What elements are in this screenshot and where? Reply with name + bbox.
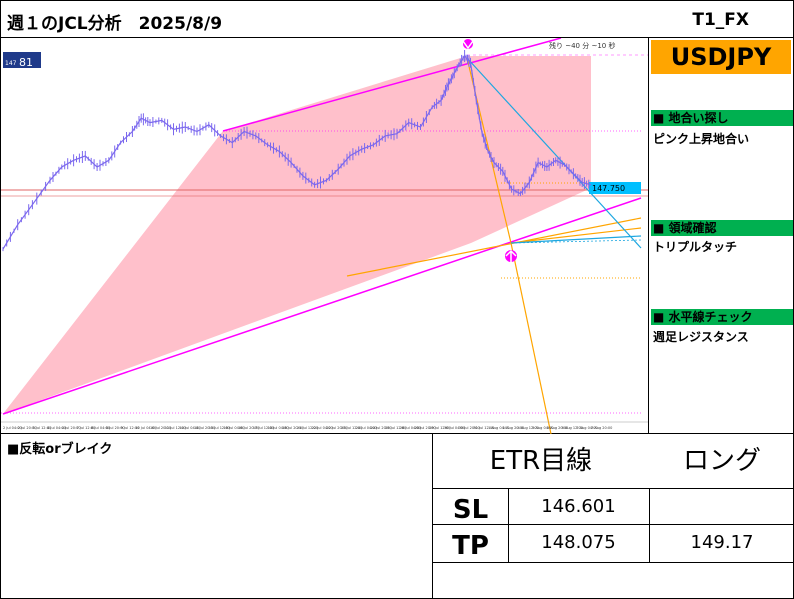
x-tick-label: 8 Jul 20:00: [106, 426, 125, 430]
price-chart: 2 Jul 04:00 2 Jul 20:00 3 Jul 12:00 4 Jul 0…: [0, 38, 649, 434]
row-extra-tp: 149.17: [690, 532, 754, 553]
page-title: 週１のJCL分析 2025/8/9: [7, 14, 223, 34]
trade-table: ETR目線 ロング SL 146.601 TP 148.075 149.17: [432, 434, 794, 599]
section-heading-3: ■ 水平線チェック: [651, 309, 793, 325]
x-tick-label: 18 Jul 20:00: [282, 426, 303, 430]
channel-lower-line: [2, 197, 642, 415]
x-tick-label: 24 Jul 20:00: [371, 426, 392, 430]
chart-svg: 2 Jul 04:002 Jul 20:003 Jul 12:004 Jul 0…: [1, 38, 649, 434]
pair-symbol: USDJPY: [651, 40, 791, 74]
table-header-right: ロング: [682, 446, 761, 476]
x-tick-label: 1 Aug 20:00: [503, 426, 524, 430]
x-tick-label: 25 Jul 12:00: [385, 426, 406, 430]
x-tick-label: 4 Jul 04:00: [47, 426, 66, 430]
x-tick-label: 16 Jul 20:00: [238, 426, 259, 430]
row-extra-sl: [649, 490, 794, 524]
price-tag-bg: [589, 182, 641, 194]
notes-panel: ■反転orブレイク: [0, 434, 432, 599]
x-tick-label: 18 Jul 04:00: [268, 426, 289, 430]
blue-line-2: [510, 235, 642, 244]
table-divider-2: [433, 524, 794, 525]
x-tick-label: 15 Jul 12:00: [209, 426, 230, 430]
row-value-sl: 146.601: [541, 496, 616, 517]
x-tick-label: 4 Jul 20:00: [62, 426, 81, 430]
x-tick-label: 24 Jul 04:00: [356, 426, 377, 430]
row-label-tp: TP: [452, 531, 489, 561]
orange-projection-line: [510, 242, 552, 434]
x-tick-label: 8 Jul 04:00: [91, 426, 110, 430]
channel-upper-line: [222, 38, 562, 132]
row-label-sl: SL: [452, 495, 489, 525]
table-header-left: ETR目線: [489, 446, 593, 476]
pink-channel-zone: [3, 56, 591, 414]
blue-diagonal-line: [466, 57, 642, 249]
x-tick-label: 5 Aug 20:00: [547, 426, 568, 430]
brand-label: T1_FX: [692, 10, 749, 30]
section-body-1: ピンク上昇地合い: [653, 132, 750, 146]
x-tick-label: 23 Jul 12:00: [341, 426, 362, 430]
top-arrow-icon: [462, 40, 474, 50]
x-tick-label: 2 Jul 04:00: [3, 426, 22, 430]
x-tick-label: 11 Jul 12:00: [165, 426, 186, 430]
x-tick-label: 30 Jul 20:00: [459, 426, 480, 430]
x-tick-label: 14 Jul 04:00: [179, 426, 200, 430]
x-tick-label: 3 Jul 12:00: [32, 426, 51, 430]
row-value-tp: 148.075: [541, 532, 616, 553]
orange-line-2: [510, 227, 642, 244]
table-divider-1: [433, 488, 794, 489]
spread-badge-bg: [3, 52, 41, 68]
title-bar: 週１のJCL分析 2025/8/9 T1_FX: [0, 0, 794, 38]
x-tick-label: 7 Aug 20:00: [591, 426, 612, 430]
x-tick-label: 10 Jul 04:00: [135, 426, 156, 430]
section-heading-2: ■ 領域確認: [651, 220, 793, 236]
x-tick-label: 31 Jul 12:00: [473, 426, 494, 430]
analysis-sidebar: USDJPY ■ 地合い探し ピンク上昇地合い ■ 領域確認 トリプルタッチ ■…: [648, 38, 794, 434]
spread-badge-sub: 147: [5, 60, 17, 67]
x-tick-label: 28 Jul 20:00: [415, 426, 436, 430]
x-tick-label: 7 Aug 04:00: [576, 426, 597, 430]
x-tick-label: 1 Aug 04:00: [488, 426, 509, 430]
table-vdivider-2: [649, 488, 650, 562]
x-tick-label: 22 Jul 20:00: [326, 426, 347, 430]
table-divider-3: [433, 562, 794, 563]
spread-badge-value: 81: [19, 56, 33, 69]
price-tag-label: 147.750: [592, 184, 625, 193]
x-tick-label: 30 Jul 04:00: [444, 426, 465, 430]
table-vdivider-1: [508, 488, 509, 562]
x-tick-label: 4 Aug 12:00: [518, 426, 539, 430]
x-tick-label: 14 Jul 20:00: [194, 426, 215, 430]
x-tick-label: 9 Jul 12:00: [121, 426, 140, 430]
x-tick-label: 5 Aug 04:00: [532, 426, 553, 430]
bottom-arrow-icon: [505, 249, 517, 264]
x-tick-label: 16 Jul 04:00: [224, 426, 245, 430]
x-tick-label: 2 Jul 20:00: [18, 426, 37, 430]
blue-line-3: [510, 239, 642, 244]
x-tick-label: 28 Jul 04:00: [400, 426, 421, 430]
x-tick-label: 10 Jul 20:00: [150, 426, 171, 430]
section-body-2: トリプルタッチ: [653, 240, 738, 254]
x-tick-label: 21 Jul 12:00: [297, 426, 318, 430]
x-tick-label: 22 Jul 04:00: [312, 426, 333, 430]
x-tick-label: 6 Aug 12:00: [562, 426, 583, 430]
x-tick-label: 7 Jul 12:00: [77, 426, 96, 430]
section-heading-1: ■ 地合い探し: [651, 110, 793, 126]
top-marker-icon: [463, 39, 473, 49]
x-tick-label: 29 Jul 12:00: [429, 426, 450, 430]
info-bar-text: 残り ~40 分 ~10 秒: [549, 41, 615, 50]
notes-label: ■反転orブレイク: [7, 442, 113, 457]
x-tick-label: 17 Jul 12:00: [253, 426, 274, 430]
orange-trend-line: [346, 217, 642, 277]
section-body-3: 週足レジスタンス: [653, 330, 749, 344]
